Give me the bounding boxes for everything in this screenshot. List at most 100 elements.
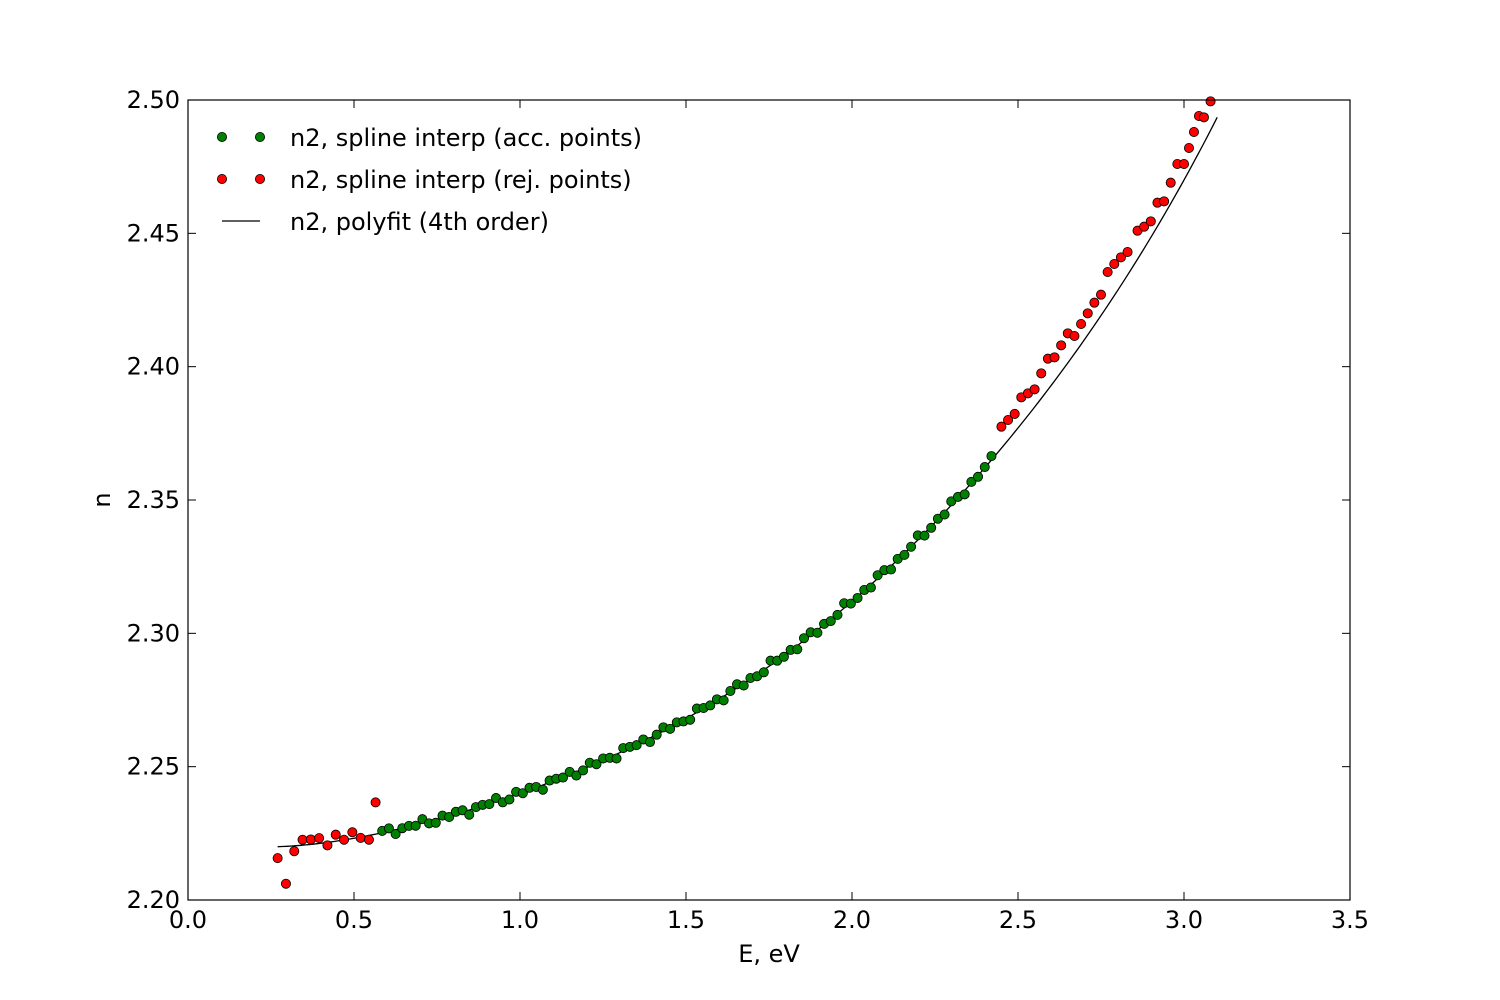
- data-point-accepted: [484, 799, 495, 810]
- x-tick-label: 3.5: [1331, 906, 1369, 934]
- data-point-accepted: [611, 753, 622, 764]
- data-point-rejected: [1082, 308, 1093, 319]
- data-point-accepted: [926, 522, 937, 533]
- data-point-rejected: [1056, 340, 1067, 351]
- data-point-accepted: [430, 817, 441, 828]
- data-point-rejected: [314, 833, 325, 844]
- data-point-accepted: [645, 737, 656, 748]
- data-point-rejected: [1096, 289, 1107, 300]
- data-point-accepted: [390, 828, 401, 839]
- y-tick-label: 2.20: [127, 886, 180, 914]
- axis-ticks: 0.0 0.5 1.0 1.5 2.0 2.5 3.0 3.5 2.20 2.25 2.30 2.35…: [127, 86, 1370, 934]
- data-point-rejected: [339, 834, 350, 845]
- data-point-rejected: [1205, 96, 1216, 107]
- y-axis-title: n: [88, 492, 116, 507]
- data-point-accepted: [557, 772, 568, 783]
- plot-area: [272, 96, 1218, 889]
- legend-label: n2, spline interp (acc. points): [290, 124, 642, 152]
- data-point-rejected: [322, 840, 333, 851]
- data-point-accepted: [792, 644, 803, 655]
- data-point-accepted: [899, 549, 910, 560]
- data-point-accepted: [504, 794, 515, 805]
- data-point-accepted: [966, 476, 977, 487]
- x-tick-label: 3.0: [1165, 906, 1203, 934]
- data-point-accepted: [852, 592, 863, 603]
- data-point-rejected: [996, 421, 1007, 432]
- x-axis-title: E, eV: [738, 940, 800, 968]
- data-point-accepted: [778, 651, 789, 662]
- data-point-accepted: [718, 695, 729, 706]
- data-point-rejected: [1179, 158, 1190, 169]
- data-point-accepted: [410, 820, 421, 831]
- data-point-rejected: [272, 853, 283, 864]
- data-point-rejected: [1122, 246, 1133, 257]
- data-point-rejected: [289, 846, 300, 857]
- data-point-accepted: [872, 570, 883, 581]
- data-point-accepted: [973, 471, 984, 482]
- data-point-accepted: [651, 729, 662, 740]
- data-point-rejected: [1003, 414, 1014, 425]
- legend-marker: [216, 131, 227, 142]
- y-tick-label: 2.25: [127, 753, 180, 781]
- y-tick-label: 2.35: [127, 486, 180, 514]
- x-tick-label: 0.0: [169, 906, 207, 934]
- x-tick-label: 1.5: [667, 906, 705, 934]
- legend-marker: [216, 173, 227, 184]
- data-point-accepted: [758, 667, 769, 678]
- data-point-accepted: [798, 633, 809, 644]
- data-point-rejected: [297, 834, 308, 845]
- data-point-rejected: [330, 829, 341, 840]
- data-point-accepted: [865, 582, 876, 593]
- data-point-rejected: [1145, 216, 1156, 227]
- x-tick-label: 2.0: [833, 906, 871, 934]
- data-point-accepted: [825, 616, 836, 627]
- data-point-accepted: [919, 530, 930, 541]
- data-point-accepted: [812, 627, 823, 638]
- data-point-rejected: [1009, 408, 1020, 419]
- legend-marker: [254, 173, 265, 184]
- data-point-rejected: [1076, 318, 1087, 329]
- data-point-accepted: [444, 812, 455, 823]
- data-point-rejected: [1198, 112, 1209, 123]
- data-point-accepted: [906, 541, 917, 552]
- data-point-rejected: [1165, 177, 1176, 188]
- y-tick-label: 2.50: [127, 86, 180, 114]
- data-point-accepted: [383, 823, 394, 834]
- y-tick-label: 2.40: [127, 353, 180, 381]
- data-point-rejected: [1109, 258, 1120, 269]
- data-point-accepted: [537, 784, 548, 795]
- data-point-rejected: [1115, 252, 1126, 263]
- y-tick-label: 2.45: [127, 219, 180, 247]
- data-point-accepted: [517, 788, 528, 799]
- data-point-accepted: [685, 714, 696, 725]
- data-point-accepted: [979, 462, 990, 473]
- data-point-rejected: [280, 878, 291, 889]
- data-point-rejected: [305, 834, 316, 845]
- legend-label: n2, spline interp (rej. points): [290, 166, 632, 194]
- data-point-accepted: [738, 680, 749, 691]
- data-point-rejected: [355, 832, 366, 843]
- data-point-accepted: [571, 770, 582, 781]
- data-point-rejected: [347, 827, 358, 838]
- data-point-rejected: [1188, 127, 1199, 138]
- data-point-rejected: [1029, 384, 1040, 395]
- data-point-accepted: [578, 765, 589, 776]
- data-point-accepted: [705, 700, 716, 711]
- data-point-rejected: [370, 797, 381, 808]
- data-point-accepted: [959, 489, 970, 500]
- data-point-rejected: [363, 834, 374, 845]
- data-point-accepted: [986, 451, 997, 462]
- data-point-accepted: [886, 564, 897, 575]
- data-point-rejected: [1049, 352, 1060, 363]
- data-point-rejected: [1089, 297, 1100, 308]
- data-point-rejected: [1139, 221, 1150, 232]
- data-point-accepted: [845, 598, 856, 609]
- data-point-rejected: [1036, 368, 1047, 379]
- data-point-rejected: [1102, 266, 1113, 277]
- legend: n2, spline interp (acc. points) n2, splin…: [216, 124, 642, 236]
- x-tick-label: 2.5: [999, 906, 1037, 934]
- x-tick-label: 1.0: [501, 906, 539, 934]
- legend-marker: [254, 131, 265, 142]
